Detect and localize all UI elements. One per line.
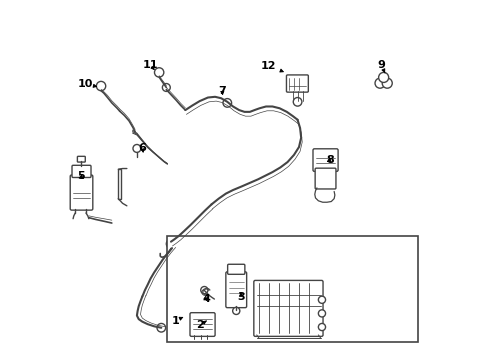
Text: 8: 8 <box>326 155 334 165</box>
Text: 7: 7 <box>218 86 225 96</box>
FancyBboxPatch shape <box>227 264 244 274</box>
Circle shape <box>201 287 207 294</box>
FancyBboxPatch shape <box>286 75 308 92</box>
Circle shape <box>96 81 105 91</box>
FancyBboxPatch shape <box>77 156 85 162</box>
Circle shape <box>374 78 384 88</box>
FancyBboxPatch shape <box>70 175 93 210</box>
Circle shape <box>223 99 231 107</box>
FancyBboxPatch shape <box>118 169 121 199</box>
Text: 1: 1 <box>171 316 183 325</box>
FancyBboxPatch shape <box>253 280 323 336</box>
FancyBboxPatch shape <box>312 149 337 171</box>
Circle shape <box>318 323 325 330</box>
Circle shape <box>162 84 170 91</box>
Circle shape <box>166 239 175 248</box>
Text: 12: 12 <box>261 61 283 72</box>
Text: 2: 2 <box>195 320 206 330</box>
FancyBboxPatch shape <box>72 165 91 177</box>
Text: 9: 9 <box>377 60 385 73</box>
Text: 3: 3 <box>237 292 244 302</box>
FancyBboxPatch shape <box>190 313 215 336</box>
Circle shape <box>293 98 301 106</box>
Circle shape <box>232 307 239 315</box>
Circle shape <box>318 310 325 317</box>
Text: 11: 11 <box>142 60 158 70</box>
FancyBboxPatch shape <box>225 272 246 308</box>
FancyBboxPatch shape <box>167 236 418 342</box>
Circle shape <box>154 68 163 77</box>
Circle shape <box>157 323 165 332</box>
Circle shape <box>133 144 141 152</box>
Text: 5: 5 <box>77 171 84 181</box>
Text: 4: 4 <box>202 294 210 304</box>
Text: 6: 6 <box>138 143 146 153</box>
Text: 10: 10 <box>77 79 96 89</box>
FancyBboxPatch shape <box>314 168 335 189</box>
Circle shape <box>378 72 388 82</box>
Circle shape <box>382 78 391 88</box>
Circle shape <box>318 296 325 303</box>
